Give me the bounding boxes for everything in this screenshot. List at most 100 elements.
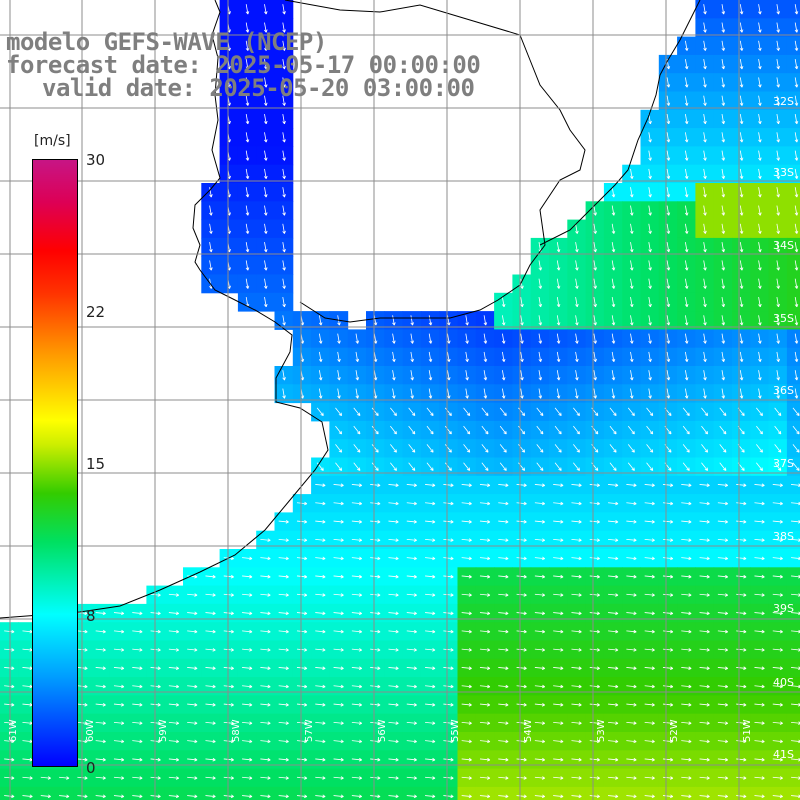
lon-label-61w: 61W [8, 719, 19, 742]
wind-arrow [425, 648, 436, 652]
wind-arrow [684, 278, 689, 289]
wind-arrow [516, 776, 527, 780]
wind-arrow [593, 388, 597, 399]
wind-arrow [516, 721, 527, 725]
wind-arrow [443, 684, 454, 689]
wind-arrow [520, 333, 524, 344]
wind-arrow [516, 684, 527, 689]
wind-arrow [589, 483, 600, 487]
wind-arrow [534, 538, 546, 542]
wind-speed-cell [164, 786, 184, 800]
wind-arrow [406, 483, 417, 487]
wind-arrow [721, 223, 726, 234]
wind-arrow [447, 388, 451, 399]
wind-arrow [589, 703, 600, 707]
wind-arrow [388, 538, 399, 542]
wind-arrow [699, 556, 710, 561]
wind-arrow [516, 501, 527, 506]
wind-arrow [717, 666, 729, 670]
wind-arrow [681, 776, 692, 780]
wind-arrow [703, 150, 707, 161]
wind-arrow [721, 22, 726, 33]
wind-arrow [721, 388, 726, 399]
wind-arrow [315, 794, 326, 799]
wind-arrow [388, 648, 399, 652]
wind-arrow [245, 95, 250, 106]
wind-arrow [571, 611, 582, 616]
wind-arrow [662, 556, 674, 561]
wind-arrow [242, 739, 253, 744]
wind-arrow [150, 593, 161, 597]
wind-speed-cell [786, 750, 800, 770]
wind-arrow [553, 556, 564, 561]
wind-arrow [662, 739, 674, 744]
wind-arrow [461, 593, 472, 597]
wind-arrow [498, 666, 509, 670]
wind-arrow [721, 95, 726, 106]
wind-arrow [776, 187, 780, 198]
wind-arrow [736, 501, 747, 506]
wind-arrow [703, 40, 707, 51]
lon-label-60w: 60W [85, 719, 96, 742]
wind-arrow [315, 648, 326, 652]
wind-arrow [205, 721, 216, 725]
wind-arrow [608, 520, 619, 524]
wind-arrow [113, 794, 125, 799]
wind-arrow [646, 444, 654, 453]
wind-arrow [205, 703, 216, 707]
wind-arrow [388, 501, 399, 506]
wind-arrow [721, 260, 726, 271]
wind-speed-cell [292, 786, 312, 800]
wind-arrow [479, 648, 491, 652]
wind-arrow [406, 648, 417, 652]
wind-arrow [536, 425, 544, 435]
wind-arrow [4, 776, 15, 780]
wind-arrow [315, 776, 326, 780]
wind-arrow [296, 757, 308, 762]
wind-arrow [388, 703, 399, 707]
wind-arrow [644, 666, 655, 670]
wind-arrow [260, 794, 271, 799]
wind-arrow [282, 168, 286, 180]
wind-arrow [681, 684, 692, 689]
wind-arrow [684, 77, 689, 88]
wind-arrow [703, 205, 707, 216]
wind-arrow [630, 205, 634, 216]
wind-arrow [662, 794, 674, 799]
wind-arrow [553, 703, 564, 707]
wind-arrow [776, 260, 780, 271]
wind-speed-cell [347, 786, 367, 800]
wind-arrow [681, 501, 692, 506]
wind-arrow [573, 425, 580, 435]
wind-arrow [443, 593, 454, 597]
wind-arrow [681, 794, 692, 799]
wind-speed-cell [237, 786, 257, 800]
wind-arrow [282, 278, 286, 289]
wind-arrow [644, 501, 655, 506]
wind-arrow [388, 739, 399, 744]
wind-speed-cell [109, 786, 129, 800]
wind-arrow [425, 520, 436, 524]
lat-label-40s: 40S [773, 676, 794, 689]
wind-arrow [245, 168, 250, 180]
wind-arrow [278, 684, 289, 689]
lon-label-56w: 56W [377, 719, 388, 742]
wind-arrow [754, 629, 765, 634]
wind-arrow [392, 315, 396, 326]
wind-arrow [150, 794, 161, 799]
wind-arrow [776, 333, 780, 344]
wind-arrow [370, 648, 381, 652]
wind-speed-cell [256, 786, 275, 800]
wind-arrow [443, 574, 454, 579]
wind-arrow [406, 574, 417, 579]
wind-arrow [717, 703, 729, 707]
wind-arrow [593, 370, 597, 381]
wind-arrow [388, 666, 399, 670]
wind-arrow [794, 168, 799, 180]
wind-arrow [772, 721, 783, 725]
wind-arrow [390, 444, 397, 453]
wind-arrow [260, 739, 271, 744]
wind-arrow [410, 388, 414, 399]
wind-arrow [794, 4, 799, 15]
wind-arrow [611, 187, 616, 198]
